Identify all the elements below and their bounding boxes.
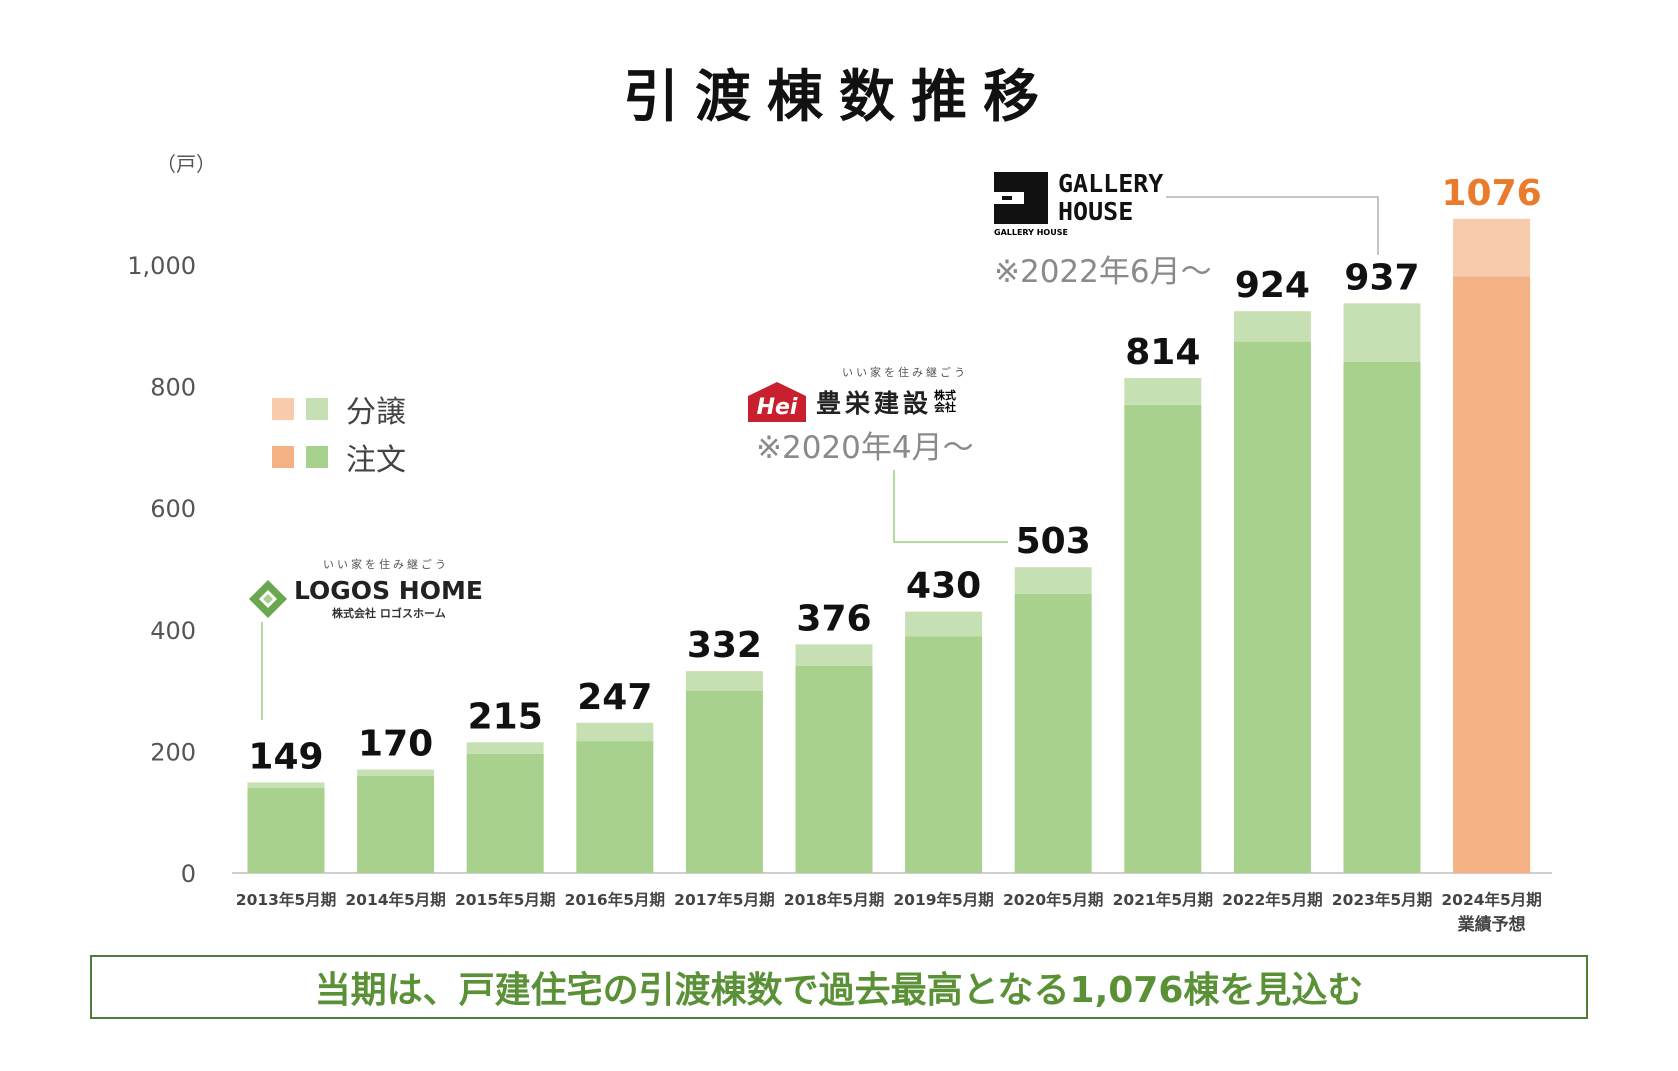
x-tick-label: 2015年5月期 (455, 890, 555, 909)
bar-order (795, 665, 873, 873)
summary-banner-text: 当期は、戸建住宅の引渡棟数で過去最高となる1,076棟を見込む (314, 970, 1364, 1011)
gallery-house-small-text: GALLERY HOUSE (994, 228, 1068, 237)
y-tick-label: 0 (181, 860, 196, 888)
bar-order (357, 775, 435, 873)
bar-total-label: 215 (468, 696, 543, 737)
logos-home-name: LOGOS HOME (294, 576, 483, 605)
bar-sale (905, 611, 983, 637)
bar-total-label: 503 (1016, 521, 1091, 562)
bar-total-label: 1076 (1441, 173, 1541, 214)
hoei-suffix: 株式会社 (934, 389, 957, 414)
bar-sale (1124, 378, 1202, 405)
bar-sale (795, 644, 873, 666)
bar-sale (1453, 218, 1531, 277)
legend-swatch-sale-green (306, 398, 328, 420)
hoei-since-note: ※2020年4月～ (756, 430, 974, 466)
y-tick-label: 400 (150, 617, 196, 645)
x-tick-label: 2020年5月期 (1003, 890, 1103, 909)
x-tick-label: 2023年5月期 (1332, 890, 1432, 909)
y-tick-label: 800 (150, 374, 196, 402)
bar-order (685, 690, 763, 873)
hoei-connector-line (893, 470, 1008, 543)
chart-title: 引渡棟数推移 (623, 65, 1055, 130)
gallery-house-name-line2: HOUSE (1058, 197, 1134, 226)
bar-order (1453, 276, 1531, 873)
bar-sale (685, 671, 763, 691)
x-tick-label: 2019年5月期 (893, 890, 993, 909)
x-tick-sublabel: 業績予想 (1458, 914, 1526, 935)
x-tick-label: 2016年5月期 (565, 890, 665, 909)
gallery-house-logo: GALLERY HOUSE GALLERY HOUSE (994, 170, 1174, 237)
x-tick-label: 2017年5月期 (674, 890, 774, 909)
legend-label-sale: 分譲 (346, 395, 406, 430)
y-axis-unit-label: （戸） (156, 152, 216, 176)
bar-total-label: 924 (1235, 265, 1310, 306)
bar-total-label: 937 (1344, 257, 1419, 298)
legend-label-order: 注文 (346, 443, 406, 478)
logos-home-logo: いい家を住み継ごう LOGOS HOME 株式会社 ロゴスホーム (248, 556, 484, 621)
hoei-mark: Hei (756, 395, 798, 420)
legend-swatch-order-orange (272, 446, 294, 468)
logos-home-diamond-icon (249, 579, 287, 618)
legend: 分譲 注文 (272, 385, 406, 481)
x-tick-label: 2013年5月期 (236, 890, 336, 909)
logos-home-tagline: いい家を住み継ごう (323, 558, 449, 571)
y-tick-label: 200 (150, 738, 196, 766)
bar-sale (247, 782, 325, 788)
hoei-tagline: いい家を住み継ごう (842, 366, 968, 379)
bar-sale (1233, 311, 1311, 342)
bar-order (1343, 361, 1421, 873)
x-tick-label: 2022年5月期 (1222, 890, 1322, 909)
bar-order (466, 753, 544, 873)
gallery-house-mark-icon (994, 172, 1048, 224)
bar-total-label: 814 (1125, 332, 1200, 373)
bar-order (1014, 593, 1092, 873)
gallery-house-name-line1: GALLERY (1058, 169, 1164, 198)
bar-order (1233, 341, 1311, 873)
bar-sale (357, 769, 435, 776)
hoei-house-icon: Hei (748, 382, 806, 422)
gallery-house-since-note: ※2022年6月～ (994, 254, 1212, 290)
bar-sale (466, 742, 544, 754)
y-tick-label: 1,000 (127, 252, 196, 280)
bar-sale (576, 722, 654, 742)
x-tick-label: 2021年5月期 (1113, 890, 1213, 909)
bar-sale (1014, 567, 1092, 594)
bar-total-label: 430 (906, 566, 981, 607)
bar-order (247, 787, 325, 873)
bar-order (576, 741, 654, 873)
legend-item-order: 注文 (272, 433, 406, 481)
x-tick-label: 2024年5月期 (1441, 890, 1541, 909)
bar-total-label: 170 (358, 724, 433, 765)
x-tick-label: 2018年5月期 (784, 890, 884, 909)
hoei-logo: いい家を住み継ごう Hei 豊栄建設 株式会社 (748, 364, 998, 422)
bar-total-label: 376 (796, 598, 871, 639)
legend-swatch-sale-orange (272, 398, 294, 420)
legend-item-sale: 分譲 (272, 385, 406, 433)
summary-banner: 当期は、戸建住宅の引渡棟数で過去最高となる1,076棟を見込む (90, 955, 1588, 1019)
bar-order (905, 636, 983, 873)
logos-home-sub: 株式会社 ロゴスホーム (332, 607, 446, 620)
bar-total-label: 332 (687, 625, 762, 666)
x-tick-label: 2014年5月期 (345, 890, 445, 909)
bar-total-label: 149 (248, 736, 323, 777)
y-tick-label: 600 (150, 495, 196, 523)
bar-total-label: 247 (577, 677, 652, 718)
legend-swatch-order-green (306, 446, 328, 468)
bar-order (1124, 404, 1202, 873)
bar-sale (1343, 303, 1421, 362)
hoei-name: 豊栄建設 (816, 389, 933, 418)
gallery-house-connector-line (1166, 196, 1379, 255)
